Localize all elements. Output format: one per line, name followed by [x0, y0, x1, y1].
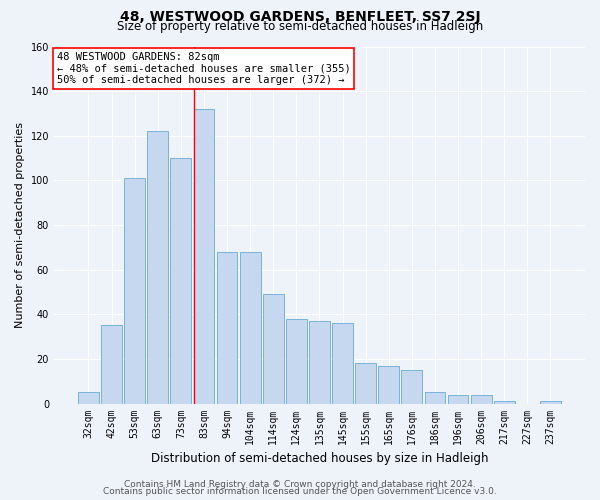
Bar	[401, 370, 422, 404]
Text: Contains public sector information licensed under the Open Government Licence v3: Contains public sector information licen…	[103, 487, 497, 496]
Bar	[448, 394, 469, 404]
Bar	[124, 178, 145, 404]
Bar	[355, 364, 376, 404]
Text: 48, WESTWOOD GARDENS, BENFLEET, SS7 2SJ: 48, WESTWOOD GARDENS, BENFLEET, SS7 2SJ	[119, 10, 481, 24]
Bar	[540, 402, 561, 404]
X-axis label: Distribution of semi-detached houses by size in Hadleigh: Distribution of semi-detached houses by …	[151, 452, 488, 465]
Bar	[379, 366, 399, 404]
Bar	[263, 294, 284, 404]
Bar	[101, 326, 122, 404]
Bar	[170, 158, 191, 404]
Bar	[78, 392, 99, 404]
Bar	[494, 402, 515, 404]
Bar	[309, 321, 330, 404]
Text: Size of property relative to semi-detached houses in Hadleigh: Size of property relative to semi-detach…	[117, 20, 483, 33]
Bar	[332, 323, 353, 404]
Y-axis label: Number of semi-detached properties: Number of semi-detached properties	[15, 122, 25, 328]
Text: Contains HM Land Registry data © Crown copyright and database right 2024.: Contains HM Land Registry data © Crown c…	[124, 480, 476, 489]
Bar	[425, 392, 445, 404]
Bar	[240, 252, 260, 404]
Bar	[471, 394, 491, 404]
Text: 48 WESTWOOD GARDENS: 82sqm
← 48% of semi-detached houses are smaller (355)
50% o: 48 WESTWOOD GARDENS: 82sqm ← 48% of semi…	[56, 52, 350, 85]
Bar	[194, 109, 214, 404]
Bar	[217, 252, 238, 404]
Bar	[148, 132, 168, 404]
Bar	[286, 319, 307, 404]
